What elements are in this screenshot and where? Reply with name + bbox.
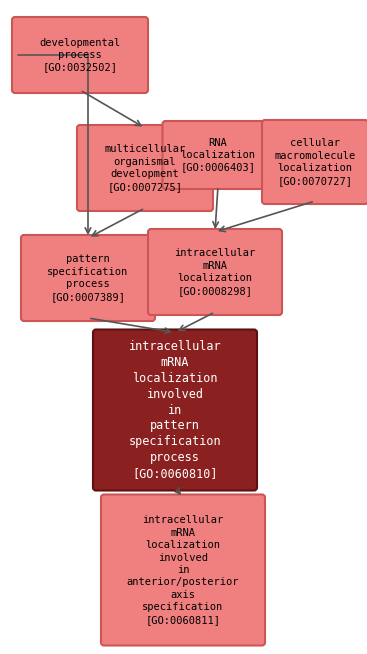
FancyBboxPatch shape (93, 330, 257, 490)
FancyBboxPatch shape (163, 121, 273, 189)
Text: developmental
process
[GO:0032502]: developmental process [GO:0032502] (39, 37, 121, 73)
FancyBboxPatch shape (148, 229, 282, 315)
FancyBboxPatch shape (12, 17, 148, 93)
Text: intracellular
mRNA
localization
involved
in
pattern
specification
process
[GO:00: intracellular mRNA localization involved… (129, 339, 221, 481)
Text: intracellular
mRNA
localization
involved
in
anterior/posterior
axis
specificatio: intracellular mRNA localization involved… (127, 515, 239, 625)
Text: pattern
specification
process
[GO:0007389]: pattern specification process [GO:000738… (47, 254, 128, 301)
FancyBboxPatch shape (101, 494, 265, 645)
FancyBboxPatch shape (21, 235, 155, 321)
FancyBboxPatch shape (77, 125, 213, 211)
Text: cellular
macromolecule
localization
[GO:0070727]: cellular macromolecule localization [GO:… (275, 139, 356, 186)
Text: intracellular
mRNA
localization
[GO:0008298]: intracellular mRNA localization [GO:0008… (174, 249, 256, 296)
FancyBboxPatch shape (262, 120, 367, 204)
Text: RNA
localization
[GO:0006403]: RNA localization [GO:0006403] (181, 137, 255, 173)
Text: multicellular
organismal
development
[GO:0007275]: multicellular organismal development [GO… (104, 145, 186, 192)
